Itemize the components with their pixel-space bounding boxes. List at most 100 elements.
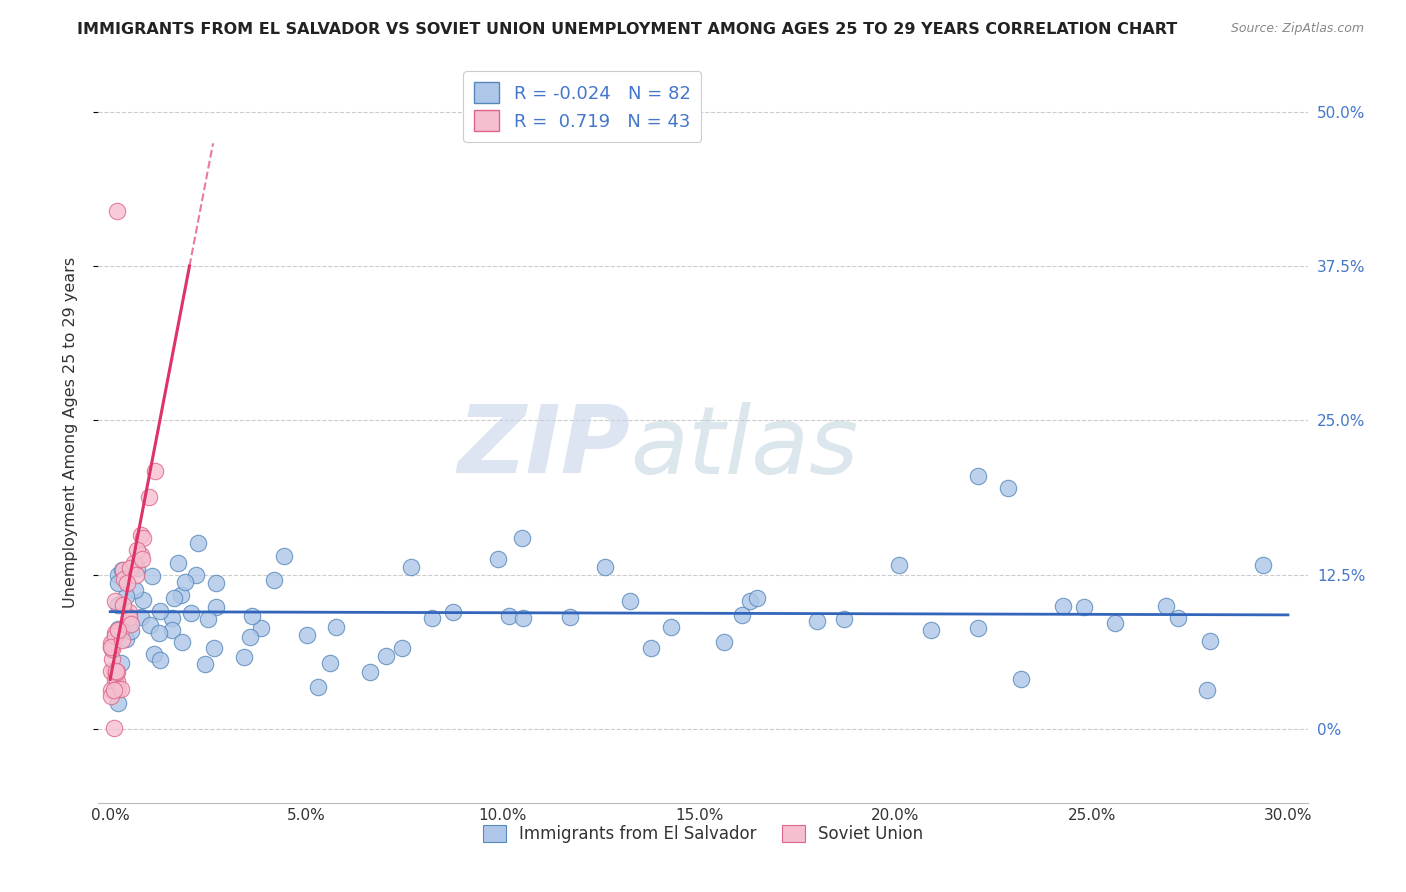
Point (160, 611, 183, 625)
Point (997, 481, 1019, 495)
Point (1251, 558, 1274, 573)
Point (100, 640, 122, 654)
Point (659, 620, 682, 634)
Point (401, 559, 423, 574)
Point (107, 626, 129, 640)
Point (167, 557, 190, 571)
Point (112, 572, 135, 586)
Point (105, 665, 128, 679)
Point (967, 621, 990, 635)
Point (391, 640, 413, 655)
Point (1104, 615, 1126, 630)
Point (107, 568, 129, 582)
Point (747, 591, 769, 606)
Point (105, 673, 128, 688)
Point (205, 600, 228, 615)
Point (104, 626, 127, 640)
Point (1010, 672, 1032, 686)
Point (359, 665, 381, 679)
Point (118, 605, 141, 619)
Point (110, 563, 132, 577)
Point (101, 642, 124, 657)
Point (240, 609, 263, 624)
Point (205, 575, 228, 590)
Point (174, 574, 197, 589)
Point (420, 611, 443, 625)
Point (145, 464, 167, 478)
Point (512, 611, 534, 625)
Point (170, 635, 193, 649)
Point (806, 614, 828, 628)
Point (115, 589, 138, 603)
Point (103, 721, 125, 735)
Point (120, 624, 142, 638)
Point (107, 622, 129, 636)
Point (887, 558, 910, 572)
Point (132, 531, 155, 545)
Point (111, 563, 134, 577)
Text: ZIP: ZIP (457, 401, 630, 493)
Point (180, 606, 202, 620)
Point (325, 620, 347, 634)
Point (619, 593, 641, 607)
Point (194, 657, 217, 672)
Point (187, 536, 209, 550)
Point (107, 696, 129, 710)
Point (105, 203, 128, 218)
Point (124, 556, 146, 570)
Point (319, 657, 342, 671)
Text: atlas: atlas (630, 402, 859, 493)
Point (233, 649, 256, 664)
Point (186, 568, 208, 582)
Point (100, 640, 122, 655)
Point (100, 689, 122, 703)
Point (273, 549, 295, 563)
Point (920, 623, 942, 637)
Point (107, 598, 129, 612)
Point (141, 569, 163, 583)
Point (101, 638, 124, 652)
Point (138, 618, 160, 632)
Point (124, 583, 146, 598)
Point (163, 591, 186, 605)
Point (118, 561, 141, 575)
Point (738, 593, 761, 607)
Point (129, 527, 152, 541)
Y-axis label: Unemployment Among Ages 25 to 29 years: Unemployment Among Ages 25 to 29 years (63, 257, 77, 608)
Point (125, 568, 148, 582)
Point (307, 680, 329, 694)
Point (129, 609, 152, 624)
Point (104, 673, 127, 687)
Point (100, 682, 122, 697)
Point (129, 548, 152, 562)
Point (731, 608, 754, 623)
Point (593, 560, 616, 574)
Point (110, 682, 132, 697)
Point (127, 542, 149, 557)
Point (107, 682, 129, 697)
Point (131, 593, 153, 607)
Point (110, 656, 132, 670)
Point (127, 561, 149, 575)
Point (1197, 682, 1219, 697)
Legend: Immigrants from El Salvador, Soviet Union: Immigrants from El Salvador, Soviet Unio… (475, 819, 931, 850)
Point (104, 593, 127, 607)
Point (110, 632, 132, 647)
Point (118, 615, 141, 630)
Point (148, 626, 170, 640)
Point (107, 623, 129, 637)
Point (239, 631, 262, 645)
Point (112, 598, 135, 612)
Point (510, 531, 533, 545)
Point (197, 612, 219, 626)
Point (103, 663, 125, 677)
Point (202, 641, 225, 656)
Point (103, 682, 125, 697)
Point (249, 621, 271, 635)
Point (966, 468, 988, 483)
Point (101, 652, 124, 666)
Point (640, 640, 662, 655)
Point (131, 551, 153, 566)
Point (498, 608, 520, 623)
Point (170, 588, 193, 602)
